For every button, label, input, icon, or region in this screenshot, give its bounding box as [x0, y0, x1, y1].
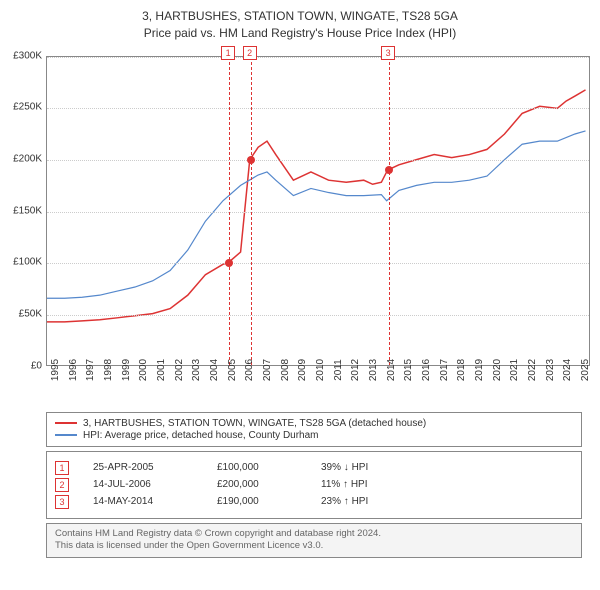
y-axis-label: £100K [0, 257, 42, 268]
annotation-delta: 39% ↓ HPI [321, 462, 368, 473]
event-dot [385, 166, 393, 174]
gridline [47, 212, 589, 213]
annotation-delta: 11% ↑ HPI [321, 479, 368, 490]
x-axis-label: 1998 [103, 358, 114, 380]
series-line-property [47, 89, 586, 321]
series-line-hpi [47, 131, 586, 298]
x-axis-label: 2019 [474, 358, 485, 380]
annotation-date: 14-MAY-2014 [93, 496, 193, 507]
x-axis-label: 2009 [297, 358, 308, 380]
annotation-delta: 23% ↑ HPI [321, 496, 368, 507]
x-axis-label: 2002 [174, 358, 185, 380]
x-axis-label: 2021 [509, 358, 520, 380]
event-vline [229, 57, 230, 365]
chart-subtitle: Price paid vs. HM Land Registry's House … [0, 25, 600, 42]
annotation-row: 1 25-APR-2005 £100,000 39% ↓ HPI [55, 461, 573, 475]
x-axis-label: 2006 [244, 358, 255, 380]
x-axis-label: 1995 [50, 358, 61, 380]
gridline [47, 263, 589, 264]
annotation-number-box: 3 [55, 495, 69, 509]
x-axis-label: 1999 [121, 358, 132, 380]
chart-area: £0 £50K £100K £150K £200K £250K £300K 1995 1996 1… [0, 46, 600, 406]
legend-swatch [55, 422, 77, 424]
x-axis-label: 2025 [580, 358, 591, 380]
y-axis-label: £150K [0, 205, 42, 216]
y-axis-label: £200K [0, 153, 42, 164]
legend-row: 3, HARTBUSHES, STATION TOWN, WINGATE, TS… [55, 418, 573, 429]
x-axis-label: 2001 [156, 358, 167, 380]
line-svg [47, 57, 589, 365]
plot-region [46, 56, 590, 366]
x-axis-label: 2015 [403, 358, 414, 380]
gridline [47, 315, 589, 316]
x-axis-label: 2004 [209, 358, 220, 380]
x-axis-label: 1996 [68, 358, 79, 380]
y-axis-label: £0 [0, 360, 42, 371]
x-axis-label: 2024 [562, 358, 573, 380]
x-axis-label: 1997 [85, 358, 96, 380]
x-axis-label: 2011 [333, 359, 344, 381]
x-axis-label: 2000 [138, 358, 149, 380]
annotation-price: £200,000 [217, 479, 297, 490]
chart-container: 3, HARTBUSHES, STATION TOWN, WINGATE, TS… [0, 0, 600, 558]
x-axis-label: 2012 [350, 358, 361, 380]
x-axis-label: 2018 [456, 358, 467, 380]
legend: 3, HARTBUSHES, STATION TOWN, WINGATE, TS… [46, 412, 582, 447]
x-axis-label: 2017 [439, 358, 450, 380]
event-marker-box: 3 [381, 46, 395, 60]
event-vline [389, 57, 390, 365]
legend-label: HPI: Average price, detached house, Coun… [83, 430, 319, 441]
y-axis-label: £50K [0, 308, 42, 319]
x-axis-label: 2007 [262, 358, 273, 380]
annotation-price: £100,000 [217, 462, 297, 473]
legend-row: HPI: Average price, detached house, Coun… [55, 430, 573, 441]
x-axis-label: 2023 [545, 358, 556, 380]
footer-attribution: Contains HM Land Registry data © Crown c… [46, 523, 582, 559]
footer-line1: Contains HM Land Registry data © Crown c… [55, 528, 573, 541]
x-axis-label: 2008 [280, 358, 291, 380]
x-axis-label: 2010 [315, 358, 326, 380]
gridline [47, 160, 589, 161]
y-axis-label: £300K [0, 50, 42, 61]
x-axis-label: 2014 [386, 358, 397, 380]
chart-title: 3, HARTBUSHES, STATION TOWN, WINGATE, TS… [0, 8, 600, 25]
event-vline [251, 57, 252, 365]
event-marker-box: 2 [243, 46, 257, 60]
x-axis-label: 2022 [527, 358, 538, 380]
gridline [47, 57, 589, 58]
x-axis-label: 2005 [227, 358, 238, 380]
y-axis-label: £250K [0, 102, 42, 113]
annotation-price: £190,000 [217, 496, 297, 507]
annotation-number-box: 2 [55, 478, 69, 492]
event-marker-box: 1 [221, 46, 235, 60]
event-dot [225, 259, 233, 267]
annotation-row: 3 14-MAY-2014 £190,000 23% ↑ HPI [55, 495, 573, 509]
x-axis-label: 2016 [421, 358, 432, 380]
annotation-number-box: 1 [55, 461, 69, 475]
title-block: 3, HARTBUSHES, STATION TOWN, WINGATE, TS… [0, 0, 600, 46]
annotation-row: 2 14-JUL-2006 £200,000 11% ↑ HPI [55, 478, 573, 492]
event-dot [247, 156, 255, 164]
annotation-date: 25-APR-2005 [93, 462, 193, 473]
x-axis-label: 2013 [368, 358, 379, 380]
legend-label: 3, HARTBUSHES, STATION TOWN, WINGATE, TS… [83, 418, 426, 429]
footer-line2: This data is licensed under the Open Gov… [55, 540, 573, 553]
annotation-date: 14-JUL-2006 [93, 479, 193, 490]
x-axis-label: 2003 [191, 358, 202, 380]
legend-swatch [55, 434, 77, 436]
annotations-table: 1 25-APR-2005 £100,000 39% ↓ HPI 2 14-JUL-200… [46, 451, 582, 519]
x-axis-label: 2020 [492, 358, 503, 380]
gridline [47, 108, 589, 109]
